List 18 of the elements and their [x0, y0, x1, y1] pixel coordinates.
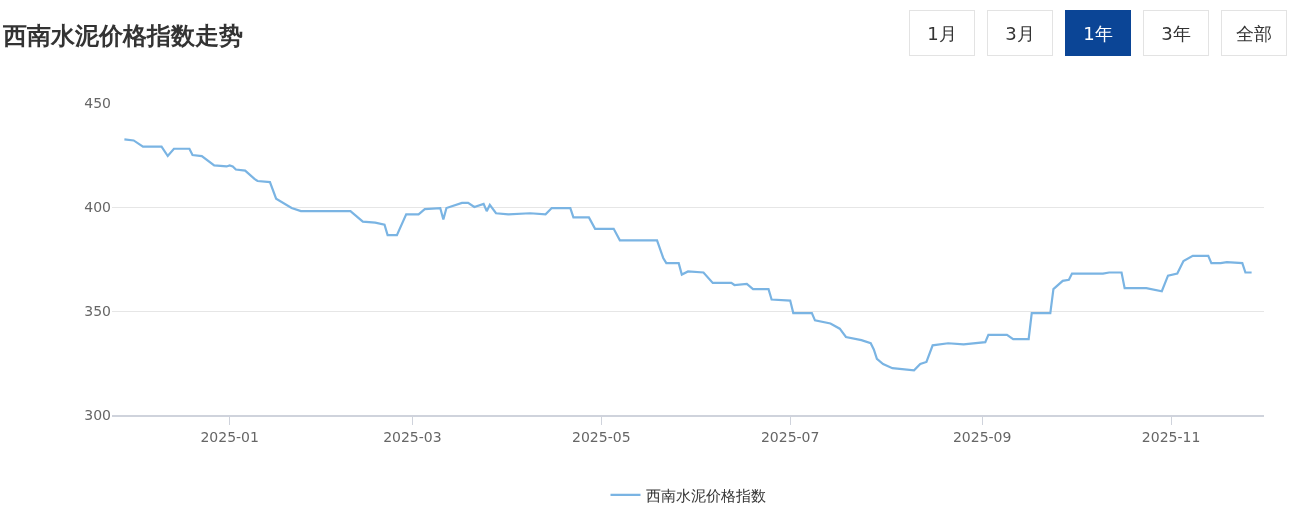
x-tick-label: 2025-03	[383, 428, 442, 445]
y-tick-label: 450	[84, 94, 111, 111]
x-tick-label: 2025-07	[760, 428, 820, 445]
y-tick-label: 300	[84, 406, 111, 423]
text: 3年	[1161, 22, 1191, 44]
text: 全部	[1236, 22, 1272, 44]
text: 3月	[1005, 22, 1035, 44]
x-tick-label: 2025-01	[200, 428, 259, 445]
text: 1月	[927, 22, 957, 44]
text: 1年	[1083, 22, 1113, 44]
x-tick-label: 2025-09	[952, 428, 1012, 445]
y-tick-label: 400	[84, 198, 111, 215]
line-series	[123, 138, 1253, 372]
legend-label: 西南水泥价格指数	[645, 486, 766, 505]
chart-title: 西南水泥价格指数走势	[2, 22, 243, 50]
y-tick-label: 350	[84, 302, 111, 319]
x-tick-label: 2025-05	[572, 428, 631, 445]
x-tick-label: 2025-11	[1141, 428, 1201, 445]
